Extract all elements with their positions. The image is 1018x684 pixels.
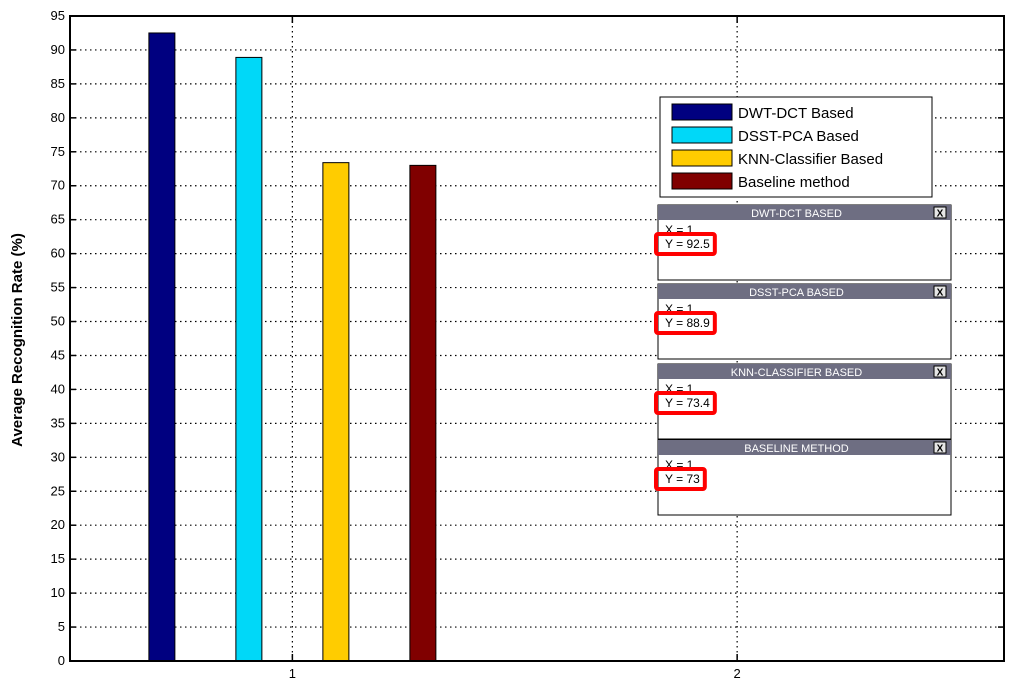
y-tick-label: 70 (51, 178, 65, 193)
bars (148, 32, 437, 662)
axis-ticks: 0 5 10 15 20 25 30 35 40 45 50 55 60 65 70 75 80 85 90 95 1 2 (51, 8, 1004, 681)
datatip-header (658, 205, 951, 220)
highlight-box (654, 232, 717, 256)
legend-entry: KNN-Classifier Based (738, 151, 883, 168)
datatip-2: DSST-PCA BASED XX = 1Y = 88.9 (654, 283, 952, 360)
datatip-title: DWT-DCT BASED (751, 208, 842, 220)
close-icon-glyph: X (937, 288, 944, 299)
legend-swatch (671, 149, 733, 167)
highlight-box (654, 467, 707, 491)
bar-dwt-dct-based (148, 32, 176, 662)
y-tick-label: 60 (51, 246, 65, 261)
close-icon[interactable] (933, 365, 947, 378)
y-tick-label: 95 (51, 8, 65, 23)
datatip-y-value: Y = 92.5 (665, 237, 710, 251)
legend-entry: Baseline method (738, 174, 850, 191)
y-tick-label: 15 (51, 551, 65, 566)
datatip-3: KNN-CLASSIFIER BASED XX = 1Y = 73.4 (654, 363, 952, 440)
y-tick-label: 10 (51, 585, 65, 600)
y-axis-label: Average Recognition Rate (%) (9, 233, 26, 447)
y-tick-label: 25 (51, 483, 65, 498)
y-tick-label: 90 (51, 42, 65, 57)
legend-entry: DWT-DCT Based (738, 105, 854, 122)
x-tick-label: 2 (734, 666, 741, 681)
legend-swatch (671, 103, 733, 121)
close-icon[interactable] (933, 285, 947, 298)
legend-swatch (671, 126, 733, 144)
y-tick-label: 85 (51, 76, 65, 91)
bar-dsst-pca-based (235, 56, 263, 662)
close-icon-glyph: X (937, 368, 944, 379)
y-tick-label: 0 (58, 653, 65, 668)
highlight-box (654, 311, 717, 335)
datatip-title: BASELINE METHOD (744, 443, 849, 455)
datatip-header (658, 364, 951, 379)
datatip-1: DWT-DCT BASED XX = 1Y = 92.5 (654, 204, 952, 281)
x-tick-label: 1 (289, 666, 296, 681)
datatip-y-value: Y = 73 (665, 472, 700, 486)
close-icon[interactable] (933, 206, 947, 219)
y-tick-label: 50 (51, 314, 65, 329)
bar-knn-classifier-based (322, 162, 350, 662)
y-tick-label: 30 (51, 449, 65, 464)
y-tick-label: 35 (51, 415, 65, 430)
y-tick-label: 65 (51, 212, 65, 227)
datatip-title: DSST-PCA BASED (749, 287, 844, 299)
close-icon[interactable] (933, 441, 947, 454)
grid-lines (70, 16, 1004, 661)
y-tick-label: 5 (58, 619, 65, 634)
plot-frame (69, 15, 1005, 662)
close-icon-glyph: X (937, 209, 944, 220)
y-tick-label: 20 (51, 517, 65, 532)
datatip-4: BASELINE METHOD XX = 1Y = 73 (654, 439, 952, 516)
datatip-header (658, 440, 951, 455)
datatip-title: KNN-CLASSIFIER BASED (731, 367, 862, 379)
highlight-box (654, 391, 717, 415)
datatip-y-value: Y = 88.9 (665, 316, 710, 330)
y-tick-label: 45 (51, 347, 65, 362)
datatip-y-value: Y = 73.4 (665, 396, 710, 410)
y-tick-label: 80 (51, 110, 65, 125)
close-icon-glyph: X (937, 444, 944, 455)
y-tick-label: 75 (51, 144, 65, 159)
legend-swatch (671, 172, 733, 190)
legend: DWT-DCT Based DSST-PCA Based KNN-Classifie… (659, 96, 933, 198)
y-tick-label: 40 (51, 381, 65, 396)
y-tick-label: 55 (51, 280, 65, 295)
legend-entry: DSST-PCA Based (738, 128, 859, 145)
datatip-header (658, 284, 951, 299)
bar-baseline-method (409, 164, 437, 662)
